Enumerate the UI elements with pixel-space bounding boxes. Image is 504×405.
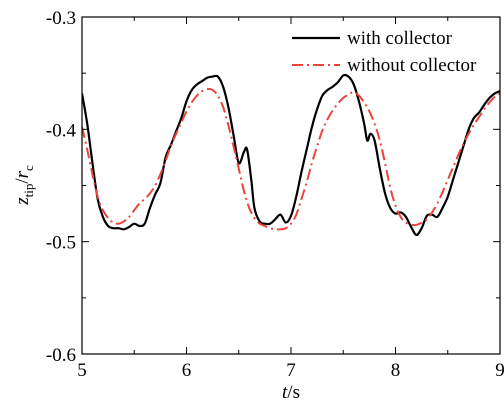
- y-axis-label: ztip/rc: [12, 165, 36, 206]
- series-line-with-collector: [82, 73, 500, 237]
- x-tick-label: 8: [391, 360, 401, 381]
- y-tick-label: -0.3: [46, 8, 76, 29]
- legend-label-with-collector: with collector: [347, 28, 453, 49]
- y-tick-label: -0.5: [46, 233, 76, 254]
- series-line-without-collector: [82, 87, 500, 231]
- plot-area: 5 6 7 8 9 -0.3 -0.4 -0.5 -0.6: [46, 8, 504, 381]
- x-tick-label: 9: [495, 360, 504, 381]
- x-axis-label: t/s: [282, 382, 300, 403]
- legend: with collector without collector: [292, 28, 477, 76]
- x-tick-label: 5: [77, 360, 87, 381]
- x-tick-label: 6: [182, 360, 192, 381]
- y-tick-label: -0.6: [46, 345, 76, 366]
- y-tick-label: -0.4: [46, 120, 77, 141]
- x-tick-label: 7: [286, 360, 296, 381]
- legend-label-without-collector: without collector: [347, 55, 477, 76]
